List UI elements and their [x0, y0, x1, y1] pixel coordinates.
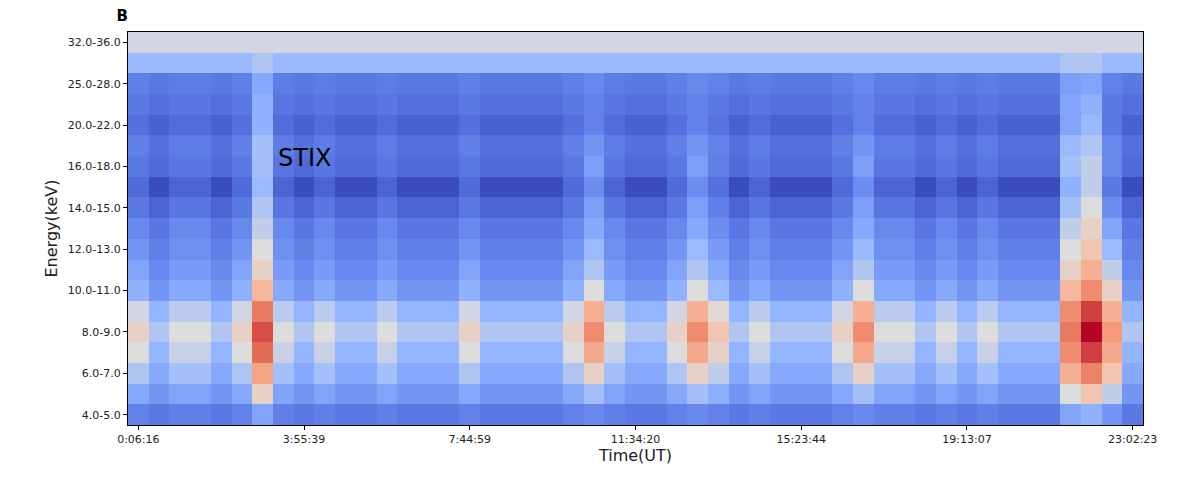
svg-text:23:02:23: 23:02:23 — [1108, 433, 1157, 446]
svg-text:STIX: STIX — [278, 144, 331, 172]
svg-text:14.0-15.0: 14.0-15.0 — [68, 202, 121, 215]
svg-text:10.0-11.0: 10.0-11.0 — [68, 284, 121, 297]
svg-text:6.0-7.0: 6.0-7.0 — [82, 367, 121, 380]
svg-text:20.0-22.0: 20.0-22.0 — [68, 119, 121, 132]
svg-text:Time(UT): Time(UT) — [598, 446, 672, 465]
svg-text:B: B — [117, 7, 128, 25]
svg-text:16.0-18.0: 16.0-18.0 — [68, 160, 121, 173]
svg-text:32.0-36.0: 32.0-36.0 — [68, 36, 121, 49]
svg-text:0:06:16: 0:06:16 — [117, 433, 159, 446]
svg-text:11:34:20: 11:34:20 — [611, 433, 660, 446]
svg-text:8.0-9.0: 8.0-9.0 — [82, 326, 121, 339]
svg-text:7:44:59: 7:44:59 — [449, 433, 491, 446]
svg-text:19:13:07: 19:13:07 — [942, 433, 991, 446]
svg-text:25.0-28.0: 25.0-28.0 — [68, 78, 121, 91]
svg-text:4.0-5.0: 4.0-5.0 — [82, 409, 121, 422]
svg-text:12.0-13.0: 12.0-13.0 — [68, 243, 121, 256]
svg-text:Energy(keV): Energy(keV) — [42, 180, 61, 278]
svg-text:3:55:39: 3:55:39 — [283, 433, 325, 446]
svg-text:15:23:44: 15:23:44 — [777, 433, 826, 446]
